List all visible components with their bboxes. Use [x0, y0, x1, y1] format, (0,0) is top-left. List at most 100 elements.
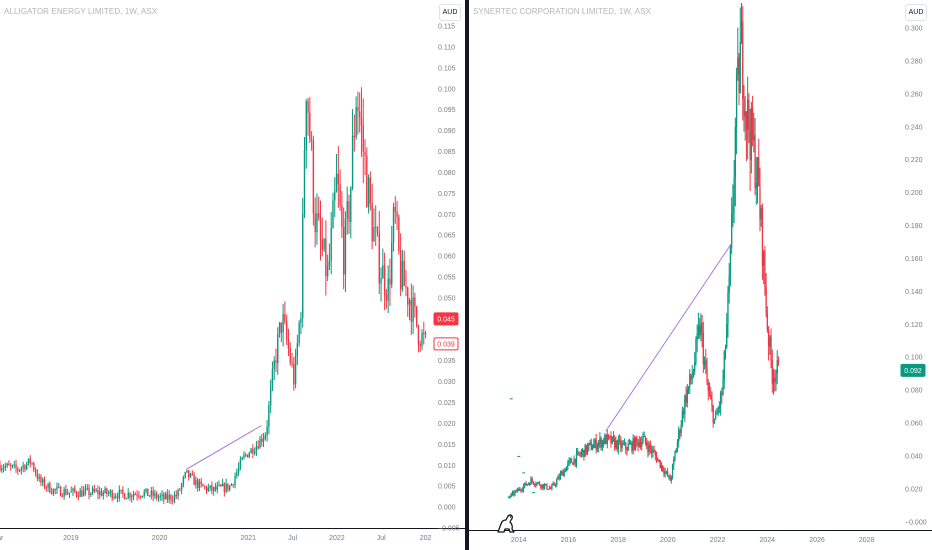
candle-body	[753, 135, 755, 141]
candle-body	[729, 247, 732, 277]
candle-body	[312, 141, 315, 214]
candle-body	[515, 489, 517, 492]
candle-body	[287, 339, 290, 349]
candle-body	[717, 408, 719, 414]
candle-body	[228, 485, 231, 490]
y-tick-label: 0.060	[905, 421, 923, 428]
candle-body	[509, 398, 513, 400]
candle-body	[536, 482, 538, 485]
candle-body	[735, 74, 738, 127]
candle-body	[646, 442, 648, 447]
candle-body	[173, 494, 176, 501]
candle-body	[517, 455, 521, 457]
candle-body	[598, 442, 600, 447]
candle-body	[743, 98, 745, 117]
candle-body	[95, 490, 97, 492]
candle-body	[767, 330, 770, 347]
candle-body	[615, 440, 617, 449]
candle-body	[198, 481, 201, 489]
chart-pane-alligator[interactable]: ALLIGATOR ENERGY LIMITED, 1W, ASX AUD 0.…	[0, 0, 465, 550]
currency-button[interactable]: AUD	[439, 4, 461, 21]
candle-body	[707, 382, 709, 392]
candle-body	[132, 494, 135, 497]
candle-body	[669, 475, 671, 481]
x-tick-label: 2019	[63, 535, 79, 542]
candle-body	[718, 406, 720, 409]
candle-body	[111, 490, 113, 499]
candle-body	[538, 482, 541, 486]
candle-body	[241, 457, 243, 460]
candle-body	[553, 483, 555, 485]
candle-body	[93, 488, 96, 492]
candle-body	[689, 374, 691, 386]
candle-body	[417, 325, 420, 345]
candle-body	[218, 484, 220, 486]
candle-body	[583, 449, 585, 457]
candle-body	[321, 239, 323, 250]
x-tick-label: 2028	[859, 537, 875, 544]
candle-body	[618, 439, 621, 441]
chart-canvas-alligator[interactable]: 0.115 0.110 0.105 0.100 0.095 0.090 0.085 0.080…	[0, 0, 465, 550]
candle-body	[70, 491, 72, 493]
y-tick-label: 0.085	[438, 149, 456, 156]
candle-body	[253, 451, 256, 454]
candle-body	[692, 371, 695, 377]
candle-body	[659, 460, 661, 468]
candle-body	[99, 491, 101, 495]
candle-body	[652, 450, 654, 453]
candle-body	[694, 361, 696, 372]
candle-body	[50, 492, 53, 494]
candle-body	[383, 265, 386, 295]
candle-body	[419, 344, 421, 347]
candle-body	[727, 292, 729, 324]
chart-pane-synertec[interactable]: SYNERTEC CORPORATION LIMITED, 1W, ASX AU…	[469, 0, 932, 550]
candle-body	[561, 471, 563, 474]
candle-body	[179, 489, 181, 491]
chart-canvas-synertec[interactable]: 0.300 0.280 0.260 0.240 0.220 0.200 0.180 0.160…	[469, 0, 932, 550]
candle-body	[658, 459, 660, 461]
candle-body	[530, 478, 532, 485]
candle-body	[609, 436, 611, 438]
candle-body	[275, 360, 277, 364]
candle-body	[670, 477, 672, 481]
candle-body	[559, 473, 562, 479]
candle-body	[630, 442, 632, 444]
candle-body	[40, 476, 42, 483]
candle-body	[565, 466, 568, 472]
candle-body	[570, 459, 573, 463]
candle-body	[355, 107, 357, 138]
pane-divider[interactable]	[465, 0, 469, 550]
x-tick-label: Jul	[377, 535, 386, 542]
trend-line[interactable]	[605, 241, 733, 432]
candle-body	[423, 332, 425, 335]
tradingview-dino-icon[interactable]	[495, 512, 517, 534]
currency-button[interactable]: AUD	[905, 4, 927, 21]
candle-body	[765, 286, 767, 313]
candle-body	[360, 117, 363, 126]
candle-body	[113, 496, 115, 499]
candle-body	[104, 488, 106, 493]
candle-body	[152, 490, 154, 497]
candle-body	[86, 487, 88, 489]
candle-body	[641, 441, 643, 447]
candle-body	[11, 465, 14, 467]
candle-body	[756, 157, 759, 184]
candle-body	[573, 458, 575, 465]
trend-line[interactable]	[185, 425, 262, 470]
candle-body	[138, 495, 140, 497]
candle-body	[68, 492, 71, 494]
candle-body	[26, 463, 28, 470]
candle-body	[342, 227, 345, 275]
y-tick-label: 0.115	[438, 24, 455, 31]
candle-body	[277, 334, 279, 364]
candle-body	[27, 458, 30, 464]
price-label: 0.045	[433, 312, 459, 326]
candle-body	[15, 464, 17, 469]
candle-body	[531, 478, 533, 482]
candle-body	[325, 238, 327, 277]
y-tick-label: 0.220	[905, 157, 923, 164]
candle-body	[663, 470, 665, 474]
candle-body	[394, 206, 396, 212]
candle-body	[745, 111, 748, 130]
candle-body	[535, 484, 537, 486]
